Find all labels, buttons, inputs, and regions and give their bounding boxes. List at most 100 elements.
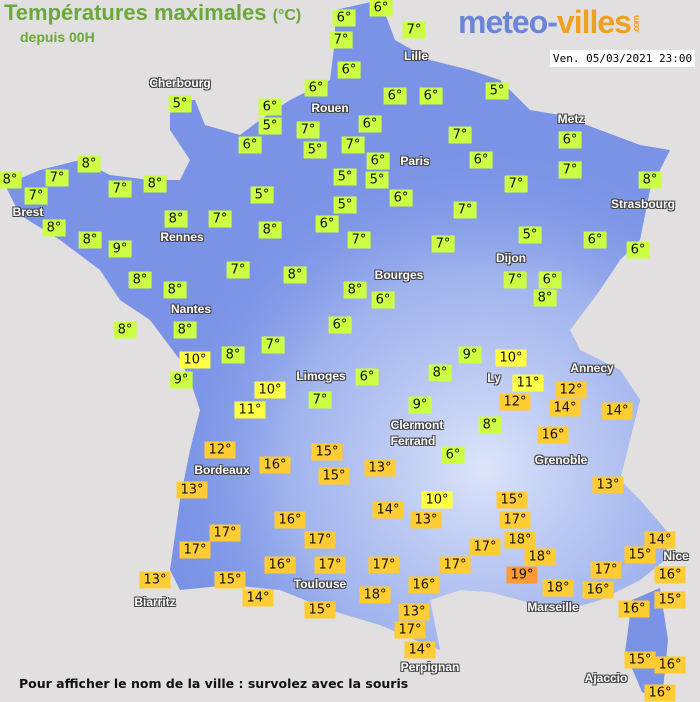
temperature-marker[interactable]: 17° [439, 556, 471, 574]
temperature-marker[interactable]: 17° [394, 621, 426, 639]
temperature-marker[interactable]: 17° [469, 538, 501, 556]
temperature-marker[interactable]: 14° [549, 399, 581, 417]
temperature-marker[interactable]: 5° [333, 168, 357, 186]
temperature-marker[interactable]: 6° [419, 87, 443, 105]
temperature-marker[interactable]: 8° [0, 171, 22, 189]
temperature-marker[interactable]: 8° [163, 281, 187, 299]
temperature-marker[interactable]: 5° [258, 117, 282, 135]
temperature-marker[interactable]: 7° [448, 126, 472, 144]
temperature-marker[interactable]: 8° [77, 155, 101, 173]
temperature-marker[interactable]: 15° [318, 467, 350, 485]
temperature-marker[interactable]: 6° [369, 0, 393, 17]
temperature-marker[interactable]: 7° [45, 169, 69, 187]
temperature-marker[interactable]: 6° [258, 98, 282, 116]
temperature-marker[interactable]: 18° [524, 548, 556, 566]
temperature-marker[interactable]: 8° [258, 221, 282, 239]
temperature-marker[interactable]: 7° [341, 136, 365, 154]
temperature-marker[interactable]: 14° [601, 402, 633, 420]
temperature-marker[interactable]: 7° [24, 187, 48, 205]
temperature-marker[interactable]: 16° [259, 456, 291, 474]
temperature-marker[interactable]: 7° [261, 336, 285, 354]
temperature-marker[interactable]: 7° [431, 235, 455, 253]
temperature-marker[interactable]: 13° [364, 459, 396, 477]
temperature-marker[interactable]: 8° [343, 281, 367, 299]
temperature-marker[interactable]: 6° [337, 61, 361, 79]
temperature-marker[interactable]: 6° [558, 131, 582, 149]
temperature-marker[interactable]: 5° [333, 196, 357, 214]
temperature-marker[interactable]: 9° [408, 396, 432, 414]
temperature-marker[interactable]: 6° [441, 446, 465, 464]
temperature-marker[interactable]: 13° [139, 571, 171, 589]
temperature-marker[interactable]: 6° [358, 115, 382, 133]
temperature-marker[interactable]: 5° [303, 141, 327, 159]
temperature-marker[interactable]: 15° [304, 601, 336, 619]
temperature-marker[interactable]: 6° [328, 316, 352, 334]
temperature-marker[interactable]: 8° [78, 231, 102, 249]
temperature-marker[interactable]: 6° [304, 79, 328, 97]
temperature-marker[interactable]: 8° [143, 175, 167, 193]
temperature-marker[interactable]: 12° [204, 441, 236, 459]
temperature-marker[interactable]: 17° [179, 541, 211, 559]
temperature-marker[interactable]: 8° [478, 416, 502, 434]
temperature-marker[interactable]: 15° [654, 591, 686, 609]
temperature-marker[interactable]: 7° [296, 121, 320, 139]
temperature-marker[interactable]: 6° [366, 152, 390, 170]
temperature-marker[interactable]: 16° [274, 511, 306, 529]
temperature-marker[interactable]: 11° [234, 401, 266, 419]
temperature-marker[interactable]: 7° [402, 21, 426, 39]
temperature-marker[interactable]: 8° [164, 210, 188, 228]
temperature-marker[interactable]: 13° [410, 511, 442, 529]
temperature-marker[interactable]: 8° [283, 266, 307, 284]
temperature-marker[interactable]: 19° [506, 566, 538, 584]
temperature-marker[interactable]: 15° [214, 571, 246, 589]
temperature-marker[interactable]: 7° [558, 161, 582, 179]
temperature-marker[interactable]: 17° [209, 524, 241, 542]
temperature-marker[interactable]: 6° [238, 136, 262, 154]
temperature-marker[interactable]: 12° [555, 381, 587, 399]
temperature-marker[interactable]: 7° [504, 175, 528, 193]
temperature-marker[interactable]: 16° [264, 556, 296, 574]
temperature-marker[interactable]: 9° [169, 371, 193, 389]
temperature-marker[interactable]: 17° [499, 511, 531, 529]
temperature-marker[interactable]: 18° [542, 579, 574, 597]
temperature-marker[interactable]: 16° [408, 576, 440, 594]
temperature-marker[interactable]: 15° [624, 546, 656, 564]
temperature-marker[interactable]: 8° [533, 289, 557, 307]
meteo-villes-logo[interactable]: meteo-villes.com [458, 4, 641, 41]
temperature-marker[interactable]: 7° [329, 31, 353, 49]
temperature-marker[interactable]: 16° [654, 566, 686, 584]
temperature-marker[interactable]: 6° [389, 189, 413, 207]
temperature-marker[interactable]: 6° [626, 241, 650, 259]
temperature-marker[interactable]: 18° [359, 586, 391, 604]
temperature-marker[interactable]: 8° [638, 171, 662, 189]
temperature-marker[interactable]: 8° [128, 271, 152, 289]
temperature-marker[interactable]: 9° [458, 346, 482, 364]
temperature-marker[interactable]: 6° [355, 368, 379, 386]
temperature-marker[interactable]: 7° [347, 231, 371, 249]
temperature-marker[interactable]: 7° [308, 391, 332, 409]
temperature-marker[interactable]: 14° [372, 501, 404, 519]
temperature-marker[interactable]: 13° [398, 603, 430, 621]
temperature-marker[interactable]: 14° [404, 641, 436, 659]
temperature-marker[interactable]: 6° [583, 231, 607, 249]
temperature-marker[interactable]: 8° [173, 321, 197, 339]
temperature-marker[interactable]: 7° [503, 271, 527, 289]
temperature-marker[interactable]: 13° [592, 476, 624, 494]
temperature-marker[interactable]: 11° [512, 374, 544, 392]
temperature-marker[interactable]: 5° [518, 226, 542, 244]
temperature-marker[interactable]: 7° [208, 210, 232, 228]
temperature-marker[interactable]: 5° [250, 186, 274, 204]
temperature-marker[interactable]: 6° [538, 271, 562, 289]
temperature-marker[interactable]: 5° [365, 171, 389, 189]
temperature-marker[interactable]: 6° [383, 87, 407, 105]
temperature-marker[interactable]: 15° [624, 651, 656, 669]
temperature-marker[interactable]: 16° [537, 426, 569, 444]
temperature-marker[interactable]: 8° [428, 364, 452, 382]
temperature-marker[interactable]: 6° [332, 9, 356, 27]
temperature-marker[interactable]: 10° [179, 351, 211, 369]
temperature-marker[interactable]: 7° [226, 261, 250, 279]
temperature-marker[interactable]: 16° [654, 656, 686, 674]
temperature-marker[interactable]: 16° [618, 600, 650, 618]
temperature-marker[interactable]: 17° [314, 556, 346, 574]
temperature-marker[interactable]: 9° [108, 240, 132, 258]
